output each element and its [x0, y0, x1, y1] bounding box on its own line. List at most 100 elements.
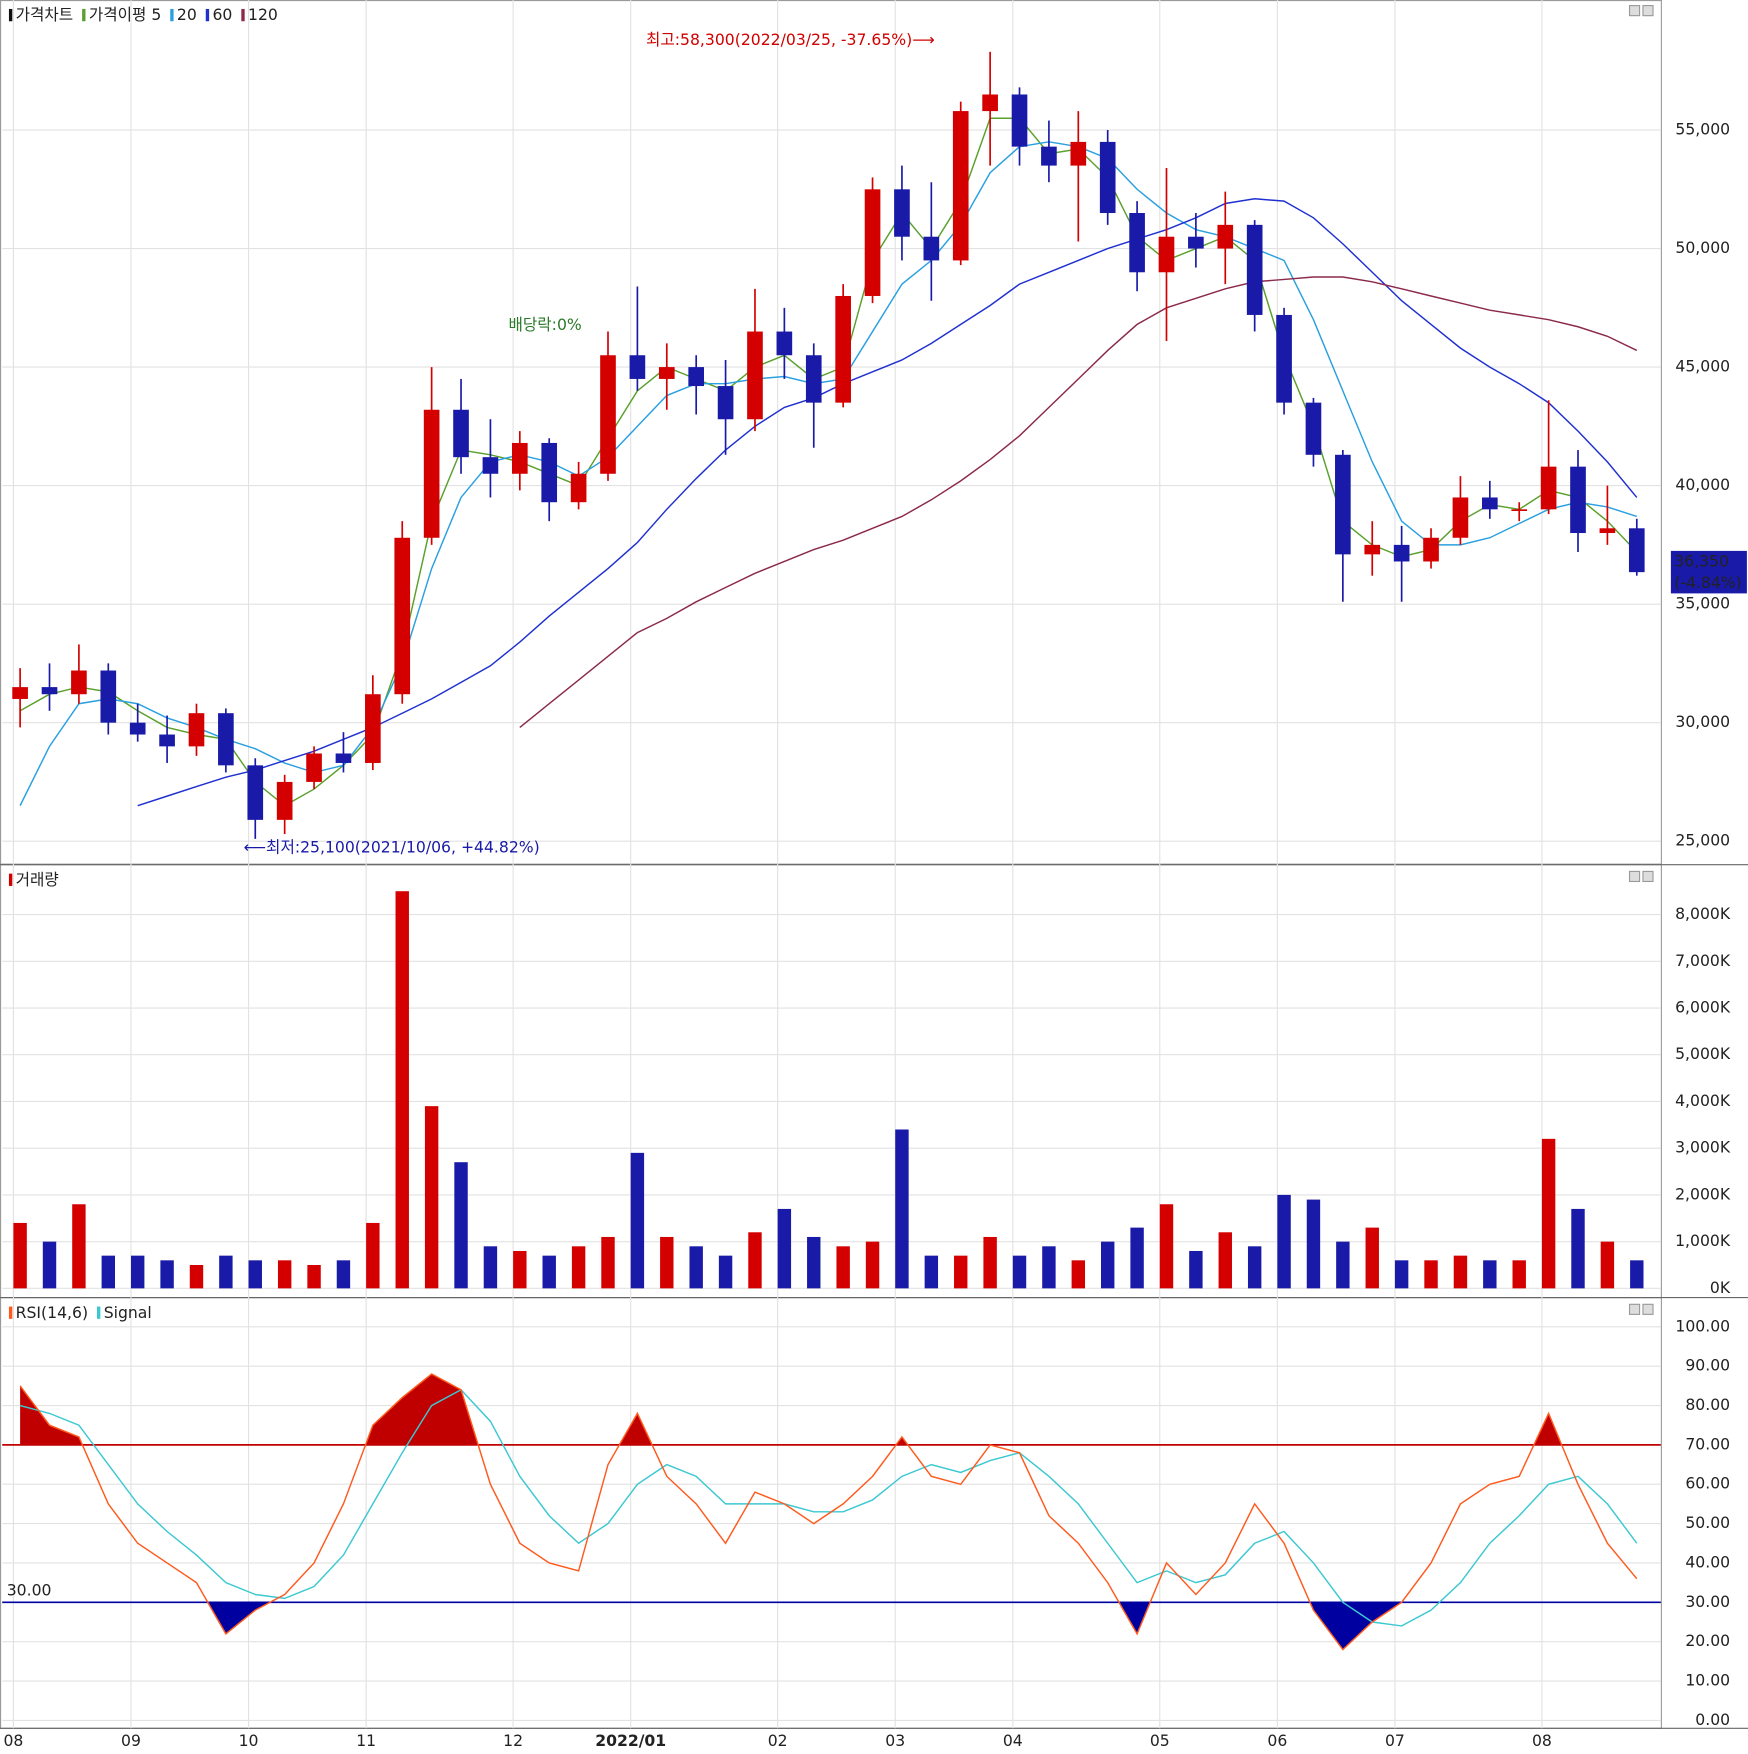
x-tick-label: 02	[768, 1731, 788, 1750]
volume-bar	[1394, 1260, 1409, 1289]
candle-body	[1070, 141, 1087, 166]
volume-bar	[13, 1222, 27, 1289]
volume-bar	[1306, 1199, 1321, 1289]
panel-button[interactable]	[1642, 870, 1654, 883]
y-tick-label: 2,000K	[1675, 1184, 1731, 1203]
candle-body	[1570, 466, 1586, 534]
x-tick-label: 06	[1267, 1731, 1287, 1750]
x-tick-label: 07	[1385, 1731, 1405, 1750]
candle-body	[541, 442, 558, 503]
high-annotation: 최고:58,300(2022/03/25, -37.65%)⟶	[646, 30, 935, 49]
y-tick-label: 7,000K	[1675, 951, 1731, 970]
y-tick-label: 4,000K	[1675, 1091, 1731, 1110]
candle-body	[1041, 146, 1057, 166]
candle-body	[1276, 314, 1292, 403]
candle-body	[159, 734, 175, 747]
panel-button[interactable]	[1642, 5, 1654, 17]
volume-bar	[660, 1236, 674, 1289]
y-tick-label: 60.00	[1685, 1474, 1730, 1493]
volume-bar	[72, 1204, 86, 1289]
candle-body	[923, 236, 940, 261]
volume-bar	[1424, 1260, 1438, 1289]
candle-body	[747, 331, 763, 420]
y-tick-label: 80.00	[1685, 1395, 1730, 1414]
x-tick-label: 04	[1003, 1731, 1023, 1750]
volume-bar	[865, 1241, 880, 1289]
volume-bar	[424, 1106, 439, 1289]
x-tick-label: 08	[3, 1731, 23, 1750]
candle-body	[629, 355, 646, 379]
volume-bar	[366, 1222, 380, 1289]
dividend-annotation: 배당락:0%	[509, 315, 582, 334]
volume-bar	[1012, 1255, 1027, 1289]
moving-average-line	[19, 141, 1638, 806]
volume-bar	[277, 1260, 292, 1289]
candle-body	[482, 457, 499, 474]
indicator-line	[19, 1388, 1638, 1627]
x-tick-label: 2022/01	[595, 1731, 666, 1750]
volume-bar	[542, 1255, 556, 1289]
legend-label: 120	[248, 5, 278, 24]
y-tick-label: 90.00	[1685, 1356, 1730, 1375]
panel-button[interactable]	[1628, 870, 1641, 883]
candle-body	[717, 386, 734, 420]
candle-body	[453, 409, 469, 458]
y-tick-label: 6,000K	[1675, 998, 1731, 1017]
volume-bar	[718, 1255, 733, 1289]
y-tick-label: 35,000	[1675, 594, 1730, 613]
candle-body	[218, 713, 234, 766]
panel-button[interactable]	[1628, 5, 1641, 17]
legend-label: Signal	[104, 1303, 152, 1322]
volume-bar	[1571, 1208, 1585, 1289]
y-tick-label: 50.00	[1685, 1513, 1730, 1532]
candle-body	[1482, 497, 1498, 510]
last-price-box	[1670, 550, 1747, 594]
panel-button[interactable]	[1642, 1303, 1654, 1315]
y-tick-label: 50,000	[1675, 238, 1730, 257]
y-tick-label: 1,000K	[1675, 1231, 1731, 1250]
y-tick-label: 8,000K	[1675, 904, 1731, 923]
volume-bar	[954, 1255, 968, 1289]
candle-body	[1452, 497, 1469, 538]
y-tick-label: 55,000	[1675, 120, 1730, 139]
x-tick-label: 10	[239, 1731, 259, 1750]
volume-bar	[336, 1260, 351, 1289]
panel-button[interactable]	[1628, 1303, 1641, 1315]
candle-body	[688, 367, 705, 387]
volume-bar	[836, 1246, 850, 1289]
candle-body	[1129, 213, 1145, 273]
volume-bar	[983, 1236, 997, 1289]
volume-bar	[689, 1246, 703, 1289]
candle-body	[570, 473, 587, 503]
volume-bar	[1541, 1138, 1556, 1289]
y-tick-label: 20.00	[1685, 1631, 1730, 1650]
y-tick-label: 10.00	[1685, 1671, 1730, 1690]
legend-swatch	[96, 1306, 101, 1319]
legend-swatch	[170, 8, 174, 22]
indicator-line	[19, 1373, 1638, 1651]
volume-bar	[101, 1255, 116, 1289]
legend-swatch	[8, 873, 13, 886]
candle-body	[1188, 236, 1204, 249]
y-tick-label: 0.00	[1695, 1710, 1730, 1729]
legend-label: 20	[177, 5, 197, 24]
volume-bar	[1130, 1227, 1144, 1289]
volume-bar	[1365, 1227, 1379, 1289]
candle-body	[864, 189, 881, 296]
volume-bar	[1630, 1260, 1644, 1289]
volume-bar	[748, 1232, 762, 1289]
candle-body	[365, 694, 381, 763]
legend-label: 가격차트	[16, 5, 74, 24]
candle-body	[658, 367, 675, 379]
candle-body	[100, 670, 117, 723]
y-tick-label: 30.00	[1685, 1592, 1730, 1611]
candle-body	[1158, 236, 1175, 273]
volume-bar	[1218, 1232, 1232, 1289]
volume-bar	[895, 1129, 909, 1289]
candle-body	[1511, 509, 1528, 511]
volume-bar	[924, 1255, 939, 1289]
y-tick-label: 40,000	[1675, 475, 1730, 494]
moving-average-line	[519, 276, 1638, 729]
candle-body	[1628, 528, 1645, 573]
